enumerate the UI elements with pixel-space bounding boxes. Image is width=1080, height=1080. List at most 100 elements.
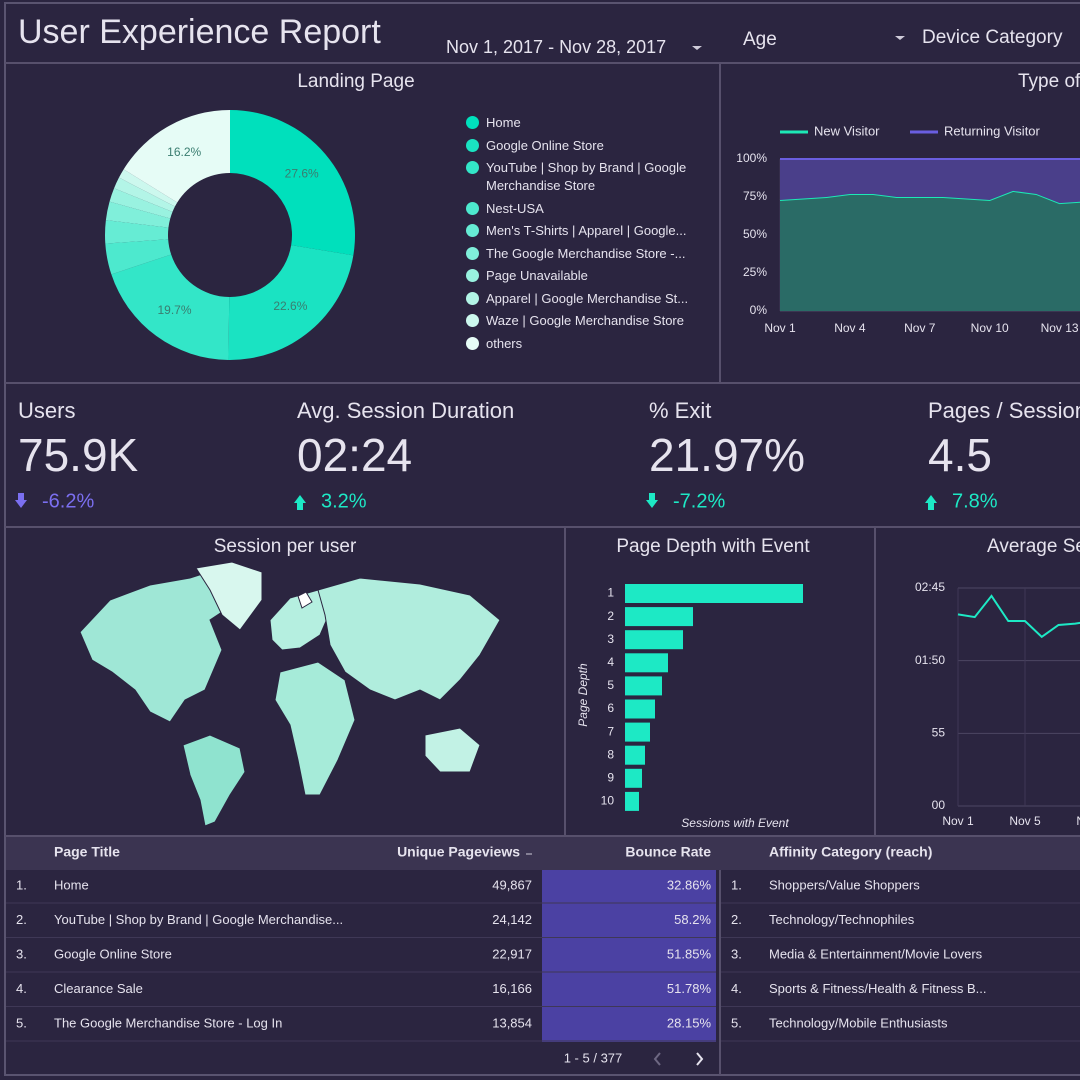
y-tick-label: 55 — [932, 726, 946, 740]
y-tick-label: 25% — [743, 265, 767, 279]
kpi-arrow — [294, 495, 306, 510]
legend-label: Google Online Store — [486, 137, 604, 153]
legend-swatch — [466, 336, 479, 350]
y-tick-label: 00 — [932, 798, 946, 812]
kpi-value: 4.5 — [928, 429, 992, 481]
prev-page[interactable] — [653, 1052, 661, 1066]
kpi-value: 21.97% — [649, 429, 805, 481]
legend-swatch — [466, 314, 479, 327]
bounce-rate: 51.78% — [667, 981, 712, 996]
dropdown-arrow[interactable] — [895, 36, 905, 40]
slice-label: 19.7% — [157, 303, 191, 317]
pageviews: 22,917 — [492, 946, 532, 961]
legend-swatch — [466, 161, 479, 174]
dropdown-arrow[interactable] — [692, 46, 702, 50]
legend-label: Page Unavailable — [486, 268, 588, 283]
bar — [625, 584, 803, 603]
legend-swatch — [466, 138, 479, 152]
donut-slice — [228, 245, 354, 361]
panel-title: Landing Page — [297, 71, 414, 92]
panel-title: Type of Visitor — [1018, 71, 1080, 92]
row-index: 3. — [16, 946, 27, 961]
legend-swatch — [466, 116, 479, 129]
column-header: Page Title — [54, 844, 120, 860]
row-index: 2. — [731, 912, 742, 927]
category: Sports & Fitness/Health & Fitness B... — [769, 981, 986, 996]
legend-label: YouTube | Shop by Brand | Google Merchan… — [486, 160, 687, 193]
y-tick-label: 4 — [607, 655, 614, 669]
y-tick-label: 100% — [736, 151, 767, 165]
bar — [625, 630, 683, 650]
legend-label: Nest-USA — [486, 200, 544, 216]
bounce-rate: 28.15% — [667, 1015, 712, 1030]
kpi-delta: 3.2% — [321, 490, 367, 512]
x-tick-label: Nov 5 — [1009, 814, 1041, 828]
legend-label: Men's T-Shirts | Apparel | Google... — [486, 223, 687, 238]
row-index: 1. — [16, 877, 27, 892]
bar — [625, 676, 662, 696]
row-index: 4. — [731, 981, 742, 996]
slice-label: 22.6% — [273, 299, 307, 313]
x-tick-label: Nov 10 — [971, 321, 1009, 335]
slice-label: 27.6% — [285, 166, 319, 180]
y-tick-label: 5 — [607, 678, 614, 692]
category: Media & Entertainment/Movie Lovers — [769, 946, 983, 961]
legend-item: The Google Merchandise Store -... — [466, 245, 706, 263]
column-header[interactable]: Unique Pageviews — [397, 844, 520, 860]
kpi-arrow — [646, 493, 658, 508]
date-range[interactable]: Nov 1, 2017 - Nov 28, 2017 — [446, 37, 666, 57]
legend-swatch — [466, 291, 479, 305]
x-tick-label: Nov 1 — [942, 814, 974, 828]
filter-age[interactable]: Age — [743, 29, 777, 50]
legend-item: Nest-USA — [466, 200, 706, 218]
kpi-label: Users — [18, 398, 75, 423]
legend-swatch — [466, 246, 479, 260]
x-tick-label: Nov 1 — [764, 321, 796, 335]
bounce-rate: 58.2% — [674, 912, 711, 927]
kpi-label: Pages / Session — [928, 398, 1080, 423]
legend-item: Home — [466, 114, 706, 132]
kpi-delta: -6.2% — [42, 490, 94, 512]
panel-title: Average Session Duration — [987, 536, 1080, 557]
legend-item: Waze | Google Merchandise Store — [466, 312, 706, 330]
legend-label: others — [486, 335, 523, 351]
y-tick-label: 7 — [607, 724, 614, 738]
kpi-label: % Exit — [649, 398, 711, 423]
legend-label: Home — [486, 115, 521, 130]
legend-item: others — [466, 335, 706, 353]
pageviews: 49,867 — [492, 877, 532, 892]
bar — [625, 768, 642, 788]
y-tick-label: 3 — [607, 632, 614, 646]
panel-title: Session per user — [214, 536, 357, 557]
legend-item: Google Online Store — [466, 137, 706, 155]
column-header[interactable]: Bounce Rate — [625, 844, 711, 860]
legend-label: New Visitor — [814, 123, 880, 138]
bar — [625, 653, 668, 673]
table-header-band — [6, 837, 1080, 870]
next-page[interactable] — [696, 1052, 704, 1066]
legend-swatch — [466, 201, 479, 215]
world-map — [79, 561, 501, 827]
row-index: 3. — [731, 946, 742, 961]
x-tick-label: Nov 9 — [1076, 814, 1080, 828]
pageviews: 13,854 — [492, 1015, 532, 1030]
bar — [625, 699, 655, 719]
kpi-label: Avg. Session Duration — [297, 398, 514, 423]
legend-label: Waze | Google Merchandise Store — [486, 313, 684, 328]
page-title: YouTube | Shop by Brand | Google Merchan… — [54, 912, 343, 927]
row-index: 5. — [731, 1015, 742, 1030]
column-header: Affinity Category (reach) — [769, 844, 932, 860]
donut-slice — [230, 110, 355, 256]
page-title: Clearance Sale — [54, 981, 143, 996]
filter-device[interactable]: Device Category — [922, 27, 1063, 48]
axis-label: Sessions with Event — [681, 816, 789, 830]
row-index: 2. — [16, 912, 27, 927]
donut-slice — [114, 177, 175, 212]
category: Technology/Mobile Enthusiasts — [769, 1015, 948, 1030]
area-fill — [780, 190, 1080, 311]
y-tick-label: 01:50 — [915, 653, 945, 667]
y-tick-label: 8 — [607, 747, 614, 761]
y-tick-label: 0% — [750, 303, 768, 317]
dividers — [5, 62, 1080, 1075]
